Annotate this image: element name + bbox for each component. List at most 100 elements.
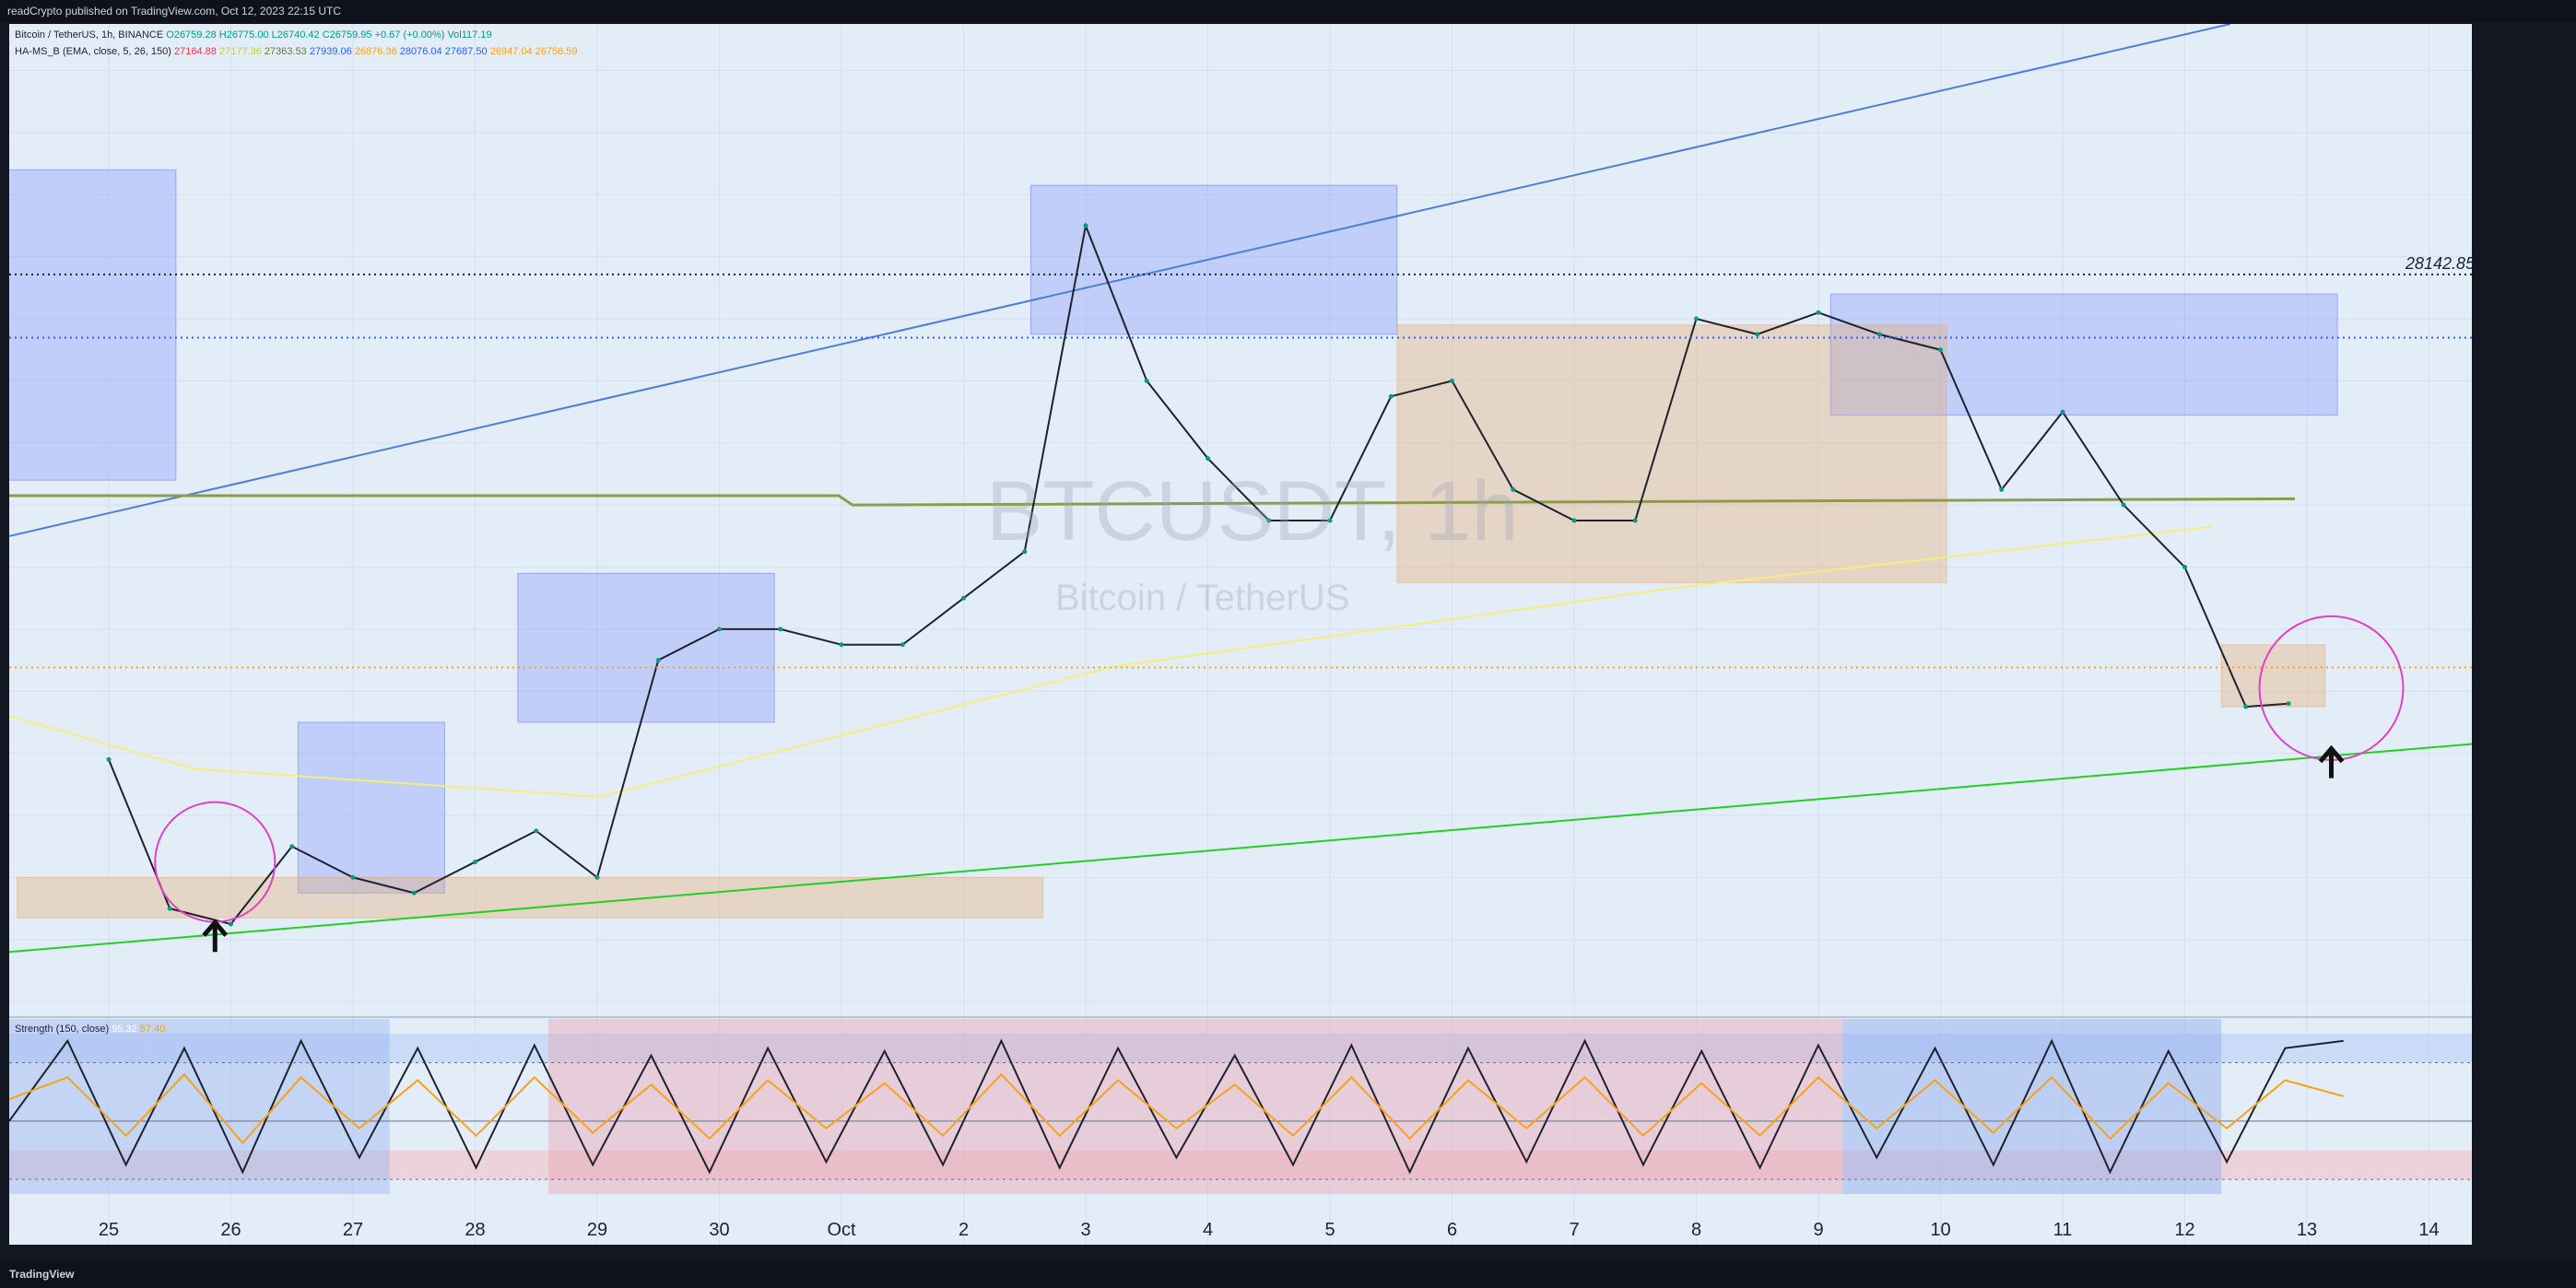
x-tick-label: 13	[2297, 1220, 2317, 1240]
zone-box	[1396, 324, 1947, 583]
zone-box	[2220, 644, 2326, 708]
strength-band-top	[9, 1033, 2472, 1063]
price-point	[1022, 549, 1028, 555]
indicator-line	[8, 525, 2213, 798]
x-tick-label: 7	[1569, 1220, 1579, 1240]
price-point	[594, 874, 600, 880]
strength-series-line	[8, 1038, 2344, 1175]
price-point	[167, 906, 172, 911]
indicator-value: 27164.88	[174, 46, 217, 57]
x-tick-label: 12	[2174, 1220, 2194, 1240]
price-point	[2286, 701, 2291, 707]
price-point	[1999, 486, 2005, 492]
price-point	[350, 874, 356, 880]
ohlc-values: O26759.28 H26775.00 L26740.42 C26759.95 …	[166, 29, 492, 41]
x-tick-label: 11	[2053, 1220, 2073, 1240]
price-point	[411, 890, 417, 896]
price-point	[106, 756, 112, 762]
zone-box	[1029, 184, 1398, 335]
x-tick-label: 14	[2418, 1220, 2439, 1240]
x-tick-label: 27	[343, 1220, 363, 1240]
price-point	[289, 844, 295, 849]
x-tick-label: 30	[709, 1220, 729, 1240]
price-point	[1388, 393, 1394, 399]
strength-value: 57.40	[139, 1024, 166, 1035]
price-point	[1144, 378, 1149, 383]
price-point	[473, 860, 477, 865]
up-arrow-icon	[2318, 744, 2345, 779]
price-point	[1632, 518, 1638, 523]
price-point	[1938, 347, 1943, 353]
price-point	[534, 828, 539, 834]
publish-header: readCrypto published on TradingView.com,…	[0, 0, 2576, 22]
indicator-value: 26756.59	[535, 46, 578, 57]
main-chart-svg[interactable]: 28142.85 BTCUSDT, 1h Bitcoin / TetherUS …	[0, 23, 2576, 1245]
trendline-upper	[8, 23, 2231, 537]
publish-info: readCrypto published on TradingView.com,…	[7, 5, 341, 18]
x-tick-label: 5	[1324, 1220, 1335, 1240]
watermark-name: Bitcoin / TetherUS	[1055, 578, 1349, 618]
x-tick-label: 29	[587, 1220, 607, 1240]
zone-box	[0, 169, 177, 481]
indicator-line	[9, 494, 2296, 507]
indicator-value: 26947.04	[489, 46, 533, 57]
tradingview-logo: TradingView	[9, 1268, 75, 1281]
symbol-name: Bitcoin / TetherUS, 1h, BINANCE	[15, 29, 164, 41]
x-tick-label: 10	[1930, 1220, 1950, 1240]
x-tick-label: 4	[1203, 1220, 1213, 1240]
price-point	[1450, 378, 1454, 383]
price-point	[1755, 332, 1760, 337]
price-point	[839, 642, 844, 648]
indicator-value: 26876.36	[354, 46, 397, 57]
strength-series-line	[8, 1072, 2345, 1145]
price-point	[778, 626, 783, 632]
chart-area[interactable]: 28142.85 BTCUSDT, 1h Bitcoin / TetherUS …	[0, 23, 2576, 1245]
price-point	[2121, 502, 2126, 508]
indicator-value: 28076.04	[399, 46, 442, 57]
price-point	[1266, 518, 1272, 523]
price-point	[1876, 332, 1882, 337]
watermark-ticker: BTCUSDT, 1h	[986, 464, 1519, 558]
strength-zone	[1428, 1019, 1843, 1194]
price-point	[655, 658, 661, 663]
price-point	[1571, 518, 1577, 523]
strength-band-bottom	[9, 1150, 2472, 1180]
indicator-legend: HA-MS_B (EMA, close, 5, 26, 150) 27164.8…	[15, 46, 578, 57]
x-tick-label: 2	[959, 1220, 969, 1240]
strength-zone	[1842, 1019, 2222, 1194]
indicator-value: 27687.50	[444, 46, 488, 57]
price-point	[2243, 704, 2249, 709]
price-point	[900, 642, 905, 648]
price-point	[961, 595, 966, 601]
indicator-value: 27177.36	[218, 46, 262, 57]
zone-box	[297, 721, 445, 894]
price-point	[1206, 456, 1210, 462]
price-point	[1694, 316, 1699, 322]
indicator-value: 27939.06	[309, 46, 352, 57]
symbol-legend: Bitcoin / TetherUS, 1h, BINANCE O26759.2…	[15, 29, 492, 41]
up-arrow-icon	[202, 919, 229, 953]
x-tick-label: 25	[99, 1220, 119, 1240]
strength-legend: Strength (150, close) 95.32 57.40	[15, 1024, 165, 1035]
zone-box	[517, 572, 775, 723]
footer-bar: TradingView	[0, 1260, 2576, 1288]
price-point	[2182, 565, 2187, 570]
price-point	[229, 921, 233, 927]
strength-value: 95.32	[112, 1024, 137, 1035]
price-point	[2060, 409, 2065, 415]
strength-zone	[548, 1019, 1428, 1194]
indicator-value: 27363.53	[264, 46, 307, 57]
strength-zone	[145, 1019, 390, 1194]
strength-zone	[0, 1019, 146, 1194]
price-point	[717, 626, 722, 632]
price-point	[1816, 310, 1821, 315]
x-tick-label: Oct	[827, 1220, 856, 1240]
strength-label: Strength (150, close)	[15, 1024, 110, 1035]
x-tick-label: 26	[220, 1220, 241, 1240]
x-tick-label: 8	[1691, 1220, 1701, 1240]
price-point	[1327, 518, 1333, 523]
x-tick-label: 6	[1447, 1220, 1457, 1240]
zone-box	[17, 876, 1044, 919]
price-point	[1511, 486, 1516, 492]
trendline-support	[8, 743, 2473, 954]
